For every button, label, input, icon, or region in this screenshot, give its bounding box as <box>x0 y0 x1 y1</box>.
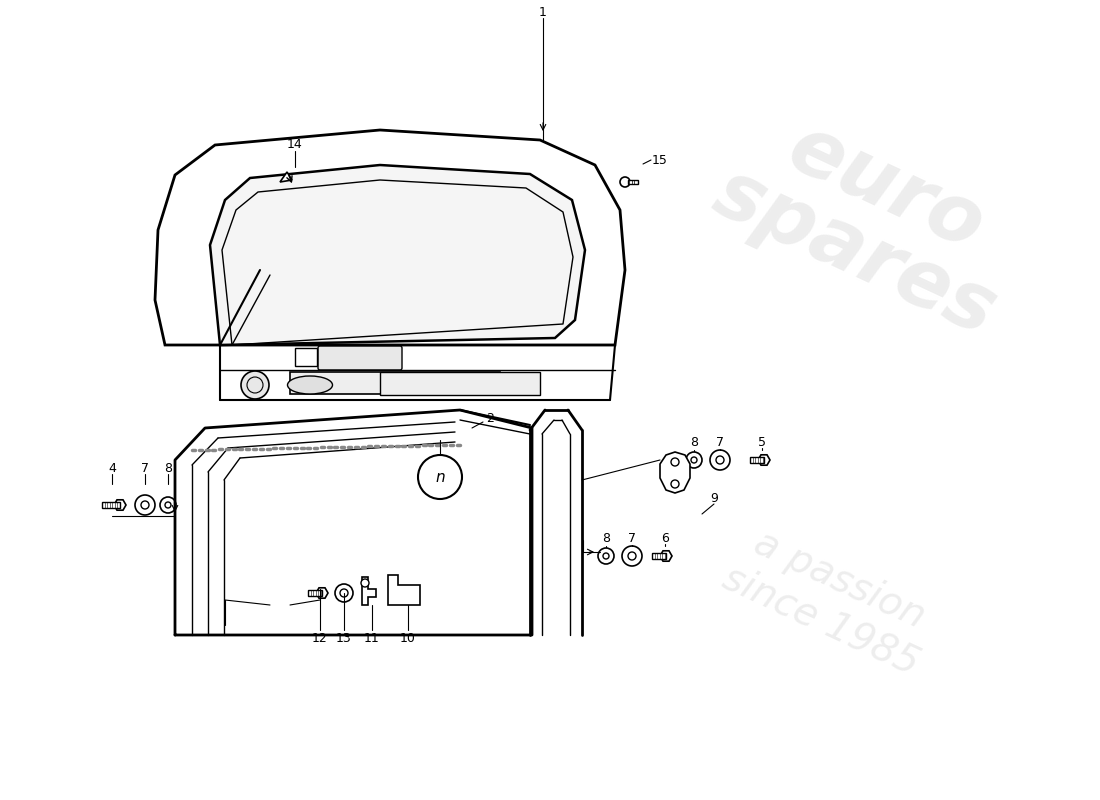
Circle shape <box>160 497 176 513</box>
Bar <box>295 348 317 366</box>
Text: 7: 7 <box>141 462 149 474</box>
Text: 8: 8 <box>164 462 172 474</box>
Bar <box>750 457 764 463</box>
Polygon shape <box>316 588 328 598</box>
Circle shape <box>691 457 697 463</box>
Text: 14: 14 <box>287 138 303 151</box>
Circle shape <box>135 495 155 515</box>
Text: 15: 15 <box>652 154 668 166</box>
Polygon shape <box>758 455 770 465</box>
Polygon shape <box>660 452 690 493</box>
Circle shape <box>621 546 642 566</box>
Text: 11: 11 <box>364 631 380 645</box>
Circle shape <box>165 502 170 508</box>
Circle shape <box>710 450 730 470</box>
Circle shape <box>686 452 702 468</box>
Polygon shape <box>155 130 625 345</box>
FancyBboxPatch shape <box>318 346 402 370</box>
Circle shape <box>671 480 679 488</box>
Circle shape <box>628 552 636 560</box>
Text: 2: 2 <box>486 411 494 425</box>
Polygon shape <box>362 577 376 605</box>
Circle shape <box>716 456 724 464</box>
Text: 12: 12 <box>312 631 328 645</box>
Text: 7: 7 <box>628 531 636 545</box>
Ellipse shape <box>287 376 332 394</box>
Polygon shape <box>379 372 540 395</box>
Circle shape <box>418 455 462 499</box>
Text: euro
spares: euro spares <box>702 88 1038 352</box>
Circle shape <box>141 501 149 509</box>
Polygon shape <box>660 551 672 561</box>
Circle shape <box>248 377 263 393</box>
Text: 7: 7 <box>716 435 724 449</box>
Circle shape <box>361 579 368 587</box>
Circle shape <box>603 553 609 559</box>
Polygon shape <box>290 372 500 394</box>
Polygon shape <box>210 165 585 345</box>
Text: 8: 8 <box>690 435 698 449</box>
Bar <box>102 502 120 508</box>
Text: 5: 5 <box>758 435 766 449</box>
Text: 9: 9 <box>711 491 718 505</box>
Text: 6: 6 <box>661 531 669 545</box>
Bar <box>628 180 638 184</box>
Circle shape <box>620 177 630 187</box>
Text: 13: 13 <box>337 631 352 645</box>
Circle shape <box>598 548 614 564</box>
Text: 1: 1 <box>539 6 547 19</box>
Text: a passion
since 1985: a passion since 1985 <box>716 518 944 682</box>
Text: 4: 4 <box>108 462 115 474</box>
Text: 10: 10 <box>400 631 416 645</box>
Bar <box>652 553 666 559</box>
Text: n: n <box>436 470 444 485</box>
Circle shape <box>336 584 353 602</box>
Polygon shape <box>388 575 420 605</box>
Circle shape <box>671 458 679 466</box>
Circle shape <box>241 371 270 399</box>
Polygon shape <box>280 172 292 182</box>
Text: 8: 8 <box>602 531 610 545</box>
Polygon shape <box>114 500 126 510</box>
Circle shape <box>340 589 348 597</box>
Bar <box>308 590 322 596</box>
